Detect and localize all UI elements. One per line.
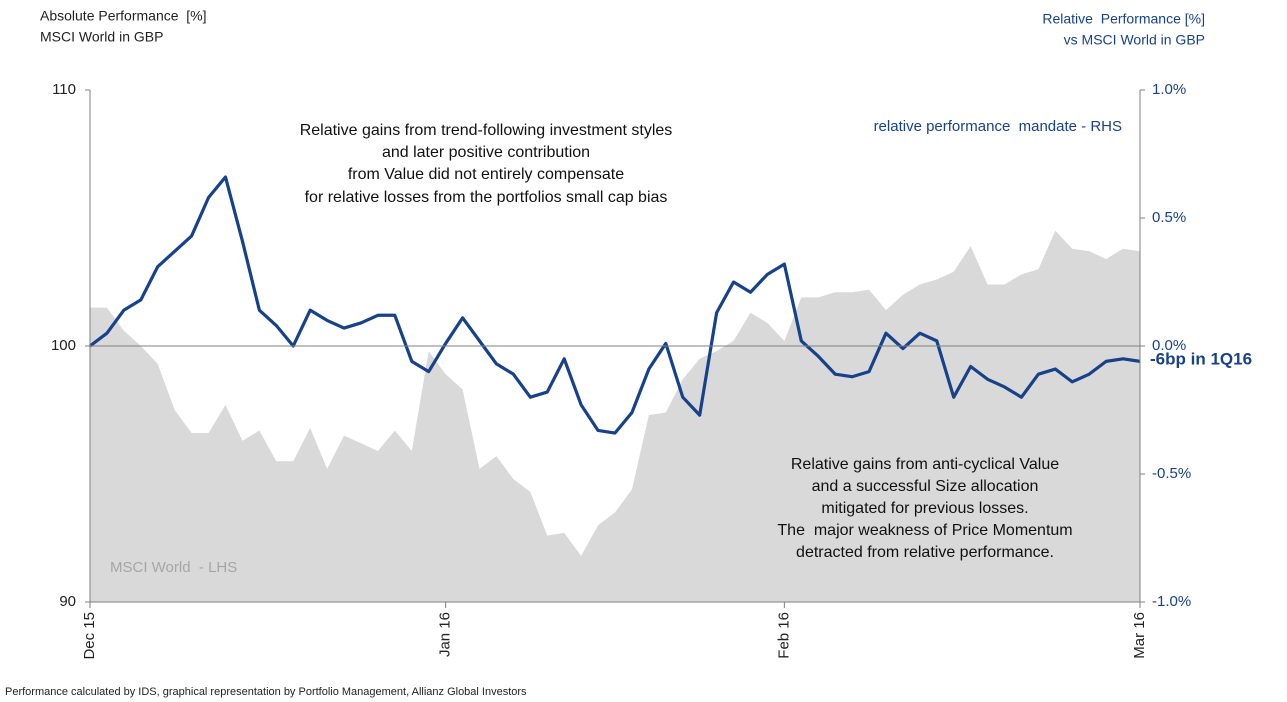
right-axis-title: Relative Performance [%] — [1042, 11, 1205, 27]
x-tick-label: Mar 16 — [1131, 612, 1148, 659]
annotation-line: Relative gains from anti-cyclical Value — [791, 456, 1059, 473]
left-axis-title: MSCI World in GBP — [40, 29, 163, 45]
y2-tick-label: 0.5% — [1152, 209, 1186, 226]
y-tick-label: 90 — [59, 593, 76, 610]
y-tick-label: 110 — [52, 81, 76, 98]
annotation-line: and a successful Size allocation — [812, 478, 1039, 495]
footnote: Performance calculated by IDS, graphical… — [5, 686, 527, 698]
annotation: Relative gains from anti-cyclical Value … — [777, 456, 1072, 561]
area — [90, 230, 1140, 603]
annotation-line: for relative losses from the portfolios … — [305, 189, 668, 206]
annotation: Relative gains from trend-following inve… — [300, 122, 673, 206]
annotation-line: The major weakness of Price Momentum — [777, 522, 1072, 539]
left-axis-title: Absolute Performance [%] — [40, 8, 207, 24]
end-label: -6bp in 1Q16 — [1150, 349, 1252, 368]
annotation-line: mitigated for previous losses. — [821, 500, 1028, 517]
line — [89, 175, 1141, 435]
right-axis-title: vs MSCI World in GBP — [1064, 32, 1205, 48]
y-tick-label: 100 — [51, 337, 76, 354]
y2-tick-label: -1.0% — [1152, 593, 1191, 610]
y2-tick-label: 1.0% — [1152, 81, 1186, 98]
plot-area: 90 100 110 -1.0% -0.5% 0.0% 0.5% 1.0% Dec 15 Jan … — [51, 81, 1191, 660]
legend-label: relative performance mandate - RHS — [874, 118, 1122, 135]
legend-label: MSCI World - LHS — [110, 559, 237, 576]
annotation-line: and later positive contribution — [382, 144, 590, 161]
annotation-line: Relative gains from trend-following inve… — [300, 122, 673, 139]
annotation-line: detracted from relative performance. — [796, 544, 1054, 561]
x-tick-label: Dec 15 — [81, 612, 98, 660]
y2-tick-label: -0.5% — [1152, 465, 1191, 482]
y2-tick-label: 0.0% — [1152, 337, 1186, 354]
x-tick-label: Jan 16 — [437, 612, 454, 657]
x-tick-label: Feb 16 — [775, 612, 792, 659]
annotation-line: from Value did not entirely compensate — [348, 166, 624, 183]
